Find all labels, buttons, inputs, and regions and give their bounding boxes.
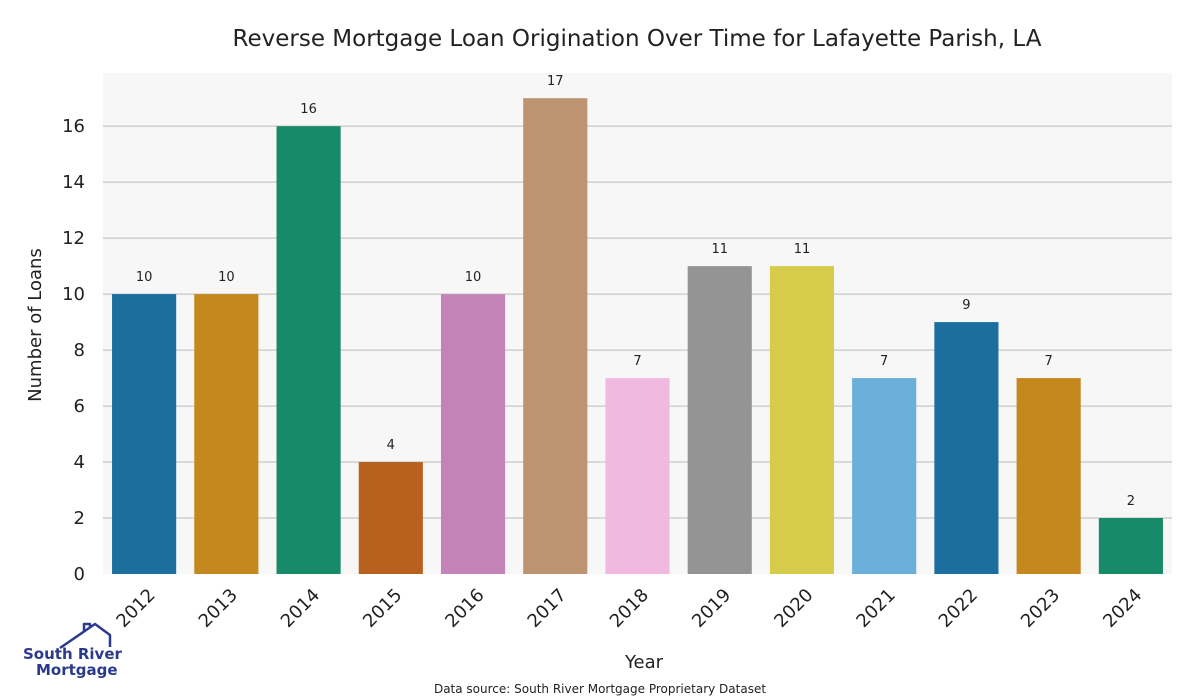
bar-2022	[934, 322, 999, 574]
bar-value-label: 2	[1127, 494, 1135, 509]
x-tick-label: 2024	[1099, 585, 1146, 632]
bar-2012	[112, 294, 177, 574]
bar-2018	[605, 378, 670, 574]
bar-value-label: 11	[794, 242, 811, 257]
south-river-mortgage-logo: South River Mortgage	[23, 622, 123, 679]
x-tick-label: 2017	[524, 585, 571, 632]
y-tick-label: 14	[62, 172, 85, 193]
bar-value-label: 9	[962, 298, 970, 313]
y-axis-label: Number of Loans	[25, 248, 46, 402]
bar-value-labels: 10 10 16 4 10 17 7 11 11 7 9 7 2	[136, 74, 1135, 509]
y-tick-label: 8	[74, 340, 85, 361]
x-tick-label: 2020	[770, 585, 817, 632]
x-tick-label: 2023	[1017, 585, 1064, 632]
y-tick-label: 4	[74, 452, 85, 473]
x-tick-label: 2016	[441, 585, 488, 632]
y-tick-label: 6	[74, 396, 85, 417]
y-tick-label: 2	[74, 508, 85, 529]
chart-title: Reverse Mortgage Loan Origination Over T…	[233, 26, 1042, 52]
bar-2016	[440, 294, 506, 574]
bar-2019	[687, 266, 752, 574]
x-tick-label: 2012	[112, 585, 159, 632]
logo-line-2: Mortgage	[36, 661, 118, 679]
bar-value-label: 7	[880, 354, 888, 369]
x-axis-ticks: 2012 2013 2014 2015 2016 2017 2018 2019 2020 2021…	[112, 585, 1146, 632]
bar-value-label: 7	[633, 354, 641, 369]
x-tick-label: 2015	[359, 585, 406, 632]
bar-2013	[194, 294, 259, 574]
logo-line-1: South River	[23, 645, 123, 663]
bars	[112, 98, 1163, 574]
y-tick-label: 12	[62, 228, 85, 249]
x-tick-label: 2019	[688, 585, 735, 632]
bar-2021	[852, 378, 917, 574]
y-tick-label: 0	[74, 564, 85, 585]
bar-value-label: 17	[547, 74, 564, 89]
bar-2017	[523, 98, 588, 574]
bar-value-label: 10	[218, 270, 235, 285]
x-tick-label: 2014	[277, 585, 324, 632]
bar-2023	[1016, 378, 1081, 574]
house-roof-icon	[59, 622, 112, 650]
x-tick-label: 2013	[195, 585, 242, 632]
bar-2015	[358, 462, 423, 574]
bar-2020	[769, 266, 835, 574]
x-axis-label: Year	[624, 652, 664, 673]
y-axis-ticks: 0 2 4 6 8 10 12 14 16	[62, 116, 85, 585]
bar-2024	[1098, 518, 1163, 574]
bar-value-label: 16	[300, 102, 317, 117]
bar-value-label: 7	[1045, 354, 1053, 369]
y-tick-label: 16	[62, 116, 85, 137]
bar-value-label: 10	[136, 270, 153, 285]
x-tick-label: 2022	[935, 585, 982, 632]
bar-value-label: 10	[465, 270, 482, 285]
bar-value-label: 11	[711, 242, 728, 257]
bar-value-label: 4	[387, 438, 395, 453]
x-tick-label: 2021	[852, 585, 899, 632]
x-tick-label: 2018	[606, 585, 653, 632]
bar-2014	[276, 126, 341, 574]
data-source-note: Data source: South River Mortgage Propri…	[434, 682, 766, 696]
y-tick-label: 10	[62, 284, 85, 305]
